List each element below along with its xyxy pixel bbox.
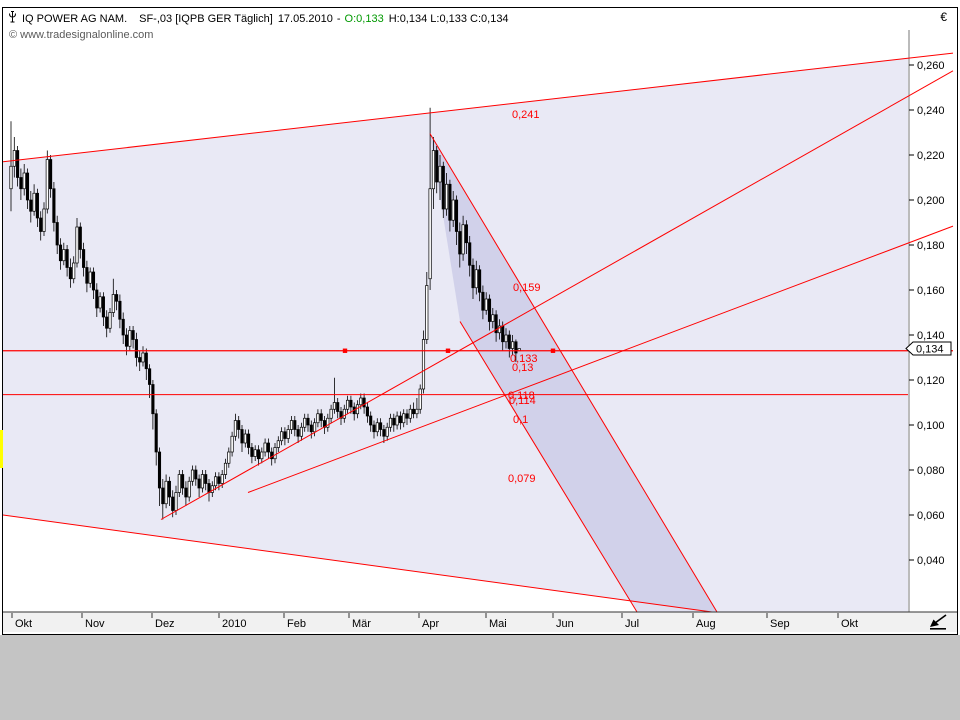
y-tick-label: 0,220 xyxy=(917,150,945,162)
left-edge-highlight xyxy=(0,430,3,468)
candles-layer xyxy=(9,107,521,520)
y-tick-label: 0,140 xyxy=(917,330,945,342)
price-marker: 0,134 xyxy=(905,341,952,356)
watermark: © www.tradesignalonline.com xyxy=(9,29,154,41)
x-tick-label: Okt xyxy=(841,618,858,630)
x-tick-label: Mai xyxy=(489,618,507,630)
wedge-lower[interactable] xyxy=(3,514,713,613)
broadening-wedge[interactable] xyxy=(3,57,908,612)
x-tick-label: Mär xyxy=(352,618,371,630)
x-tick-label: Apr xyxy=(422,618,439,630)
y-tick-label: 0,160 xyxy=(917,285,945,297)
y-axis: 0,260 0,240 0,220 0,200 0,180 0,160 0,140 0,120… xyxy=(908,30,945,612)
price-annotation: 0,118 xyxy=(508,390,535,402)
price-annotation: 0,159 xyxy=(513,282,541,294)
x-tick-label: Nov xyxy=(85,618,105,630)
price-annotation: 0,1 xyxy=(513,414,528,426)
down-channel-upper[interactable] xyxy=(429,133,718,613)
price-annotation: 0,114 xyxy=(509,395,536,407)
y-tick-label: 0,120 xyxy=(917,375,945,387)
wedge-upper[interactable] xyxy=(3,52,954,163)
chart-canvas[interactable]: 0,2600,2400,2200,2000,1800,1600,1400,120… xyxy=(3,30,957,632)
chart-titlebar: IQ POWER AG NAM. SF-,03 [IQPB GER Täglich… xyxy=(7,10,509,28)
y-tick-label: 0,100 xyxy=(917,420,945,432)
y-tick-label: 0,080 xyxy=(917,465,945,477)
x-axis: Okt Nov Dez 2010 Feb Mär Apr Mai Jun Jul Aug Sep Okt xyxy=(3,611,957,632)
separator: - xyxy=(336,13,341,25)
y-tick-label: 0,040 xyxy=(917,555,945,567)
x-tick-label: Jul xyxy=(625,618,639,630)
y-tick-label: 0,180 xyxy=(917,240,945,252)
price-annotation: 0,079 xyxy=(508,473,536,485)
line-drag-handle[interactable] xyxy=(342,348,348,353)
x-tick-label: Feb xyxy=(287,618,306,630)
price-annotation: 0,241 xyxy=(512,109,540,121)
x-tick-label: Aug xyxy=(696,618,716,630)
y-tick-label: 0,060 xyxy=(917,510,945,522)
series-info: SF-,03 [IQPB GER Täglich] xyxy=(139,13,273,25)
line-drag-handle[interactable] xyxy=(445,348,451,353)
x-tick-label: Sep xyxy=(770,618,790,630)
currency-symbol: € xyxy=(940,10,947,24)
price-annotation: 0,13 xyxy=(512,362,533,374)
desktop-background xyxy=(0,635,960,720)
down-channel-lower[interactable] xyxy=(459,321,638,613)
rising-support-steep[interactable] xyxy=(160,70,954,520)
instrument-name: IQ POWER AG NAM. xyxy=(22,13,128,25)
trendlines[interactable] xyxy=(3,52,954,613)
open-quote: O:0,133 xyxy=(344,13,384,25)
y-tick-label: 0,240 xyxy=(917,105,945,117)
price-marker-label: 0,134 xyxy=(916,344,944,356)
x-tick-label: Okt xyxy=(15,618,32,630)
rising-support-shallow[interactable] xyxy=(247,225,954,493)
y-tick-label: 0,200 xyxy=(917,195,945,207)
y-tick-label: 0,260 xyxy=(917,60,945,72)
price-annotation: 0,133 xyxy=(510,353,538,365)
horizontal-lines[interactable] xyxy=(3,348,953,396)
chart-window: IQ POWER AG NAM. SF-,03 [IQPB GER Täglich… xyxy=(2,7,958,635)
scroll-to-latest-icon[interactable] xyxy=(926,612,952,632)
hlc-quote: H:0,134 L:0,133 C:0,134 xyxy=(388,13,509,25)
instrument-pin-icon xyxy=(7,10,18,27)
quote-date: 17.05.2010 xyxy=(277,13,333,25)
line-drag-handle[interactable] xyxy=(550,348,556,353)
x-tick-label: Jun xyxy=(556,618,574,630)
x-tick-label: Dez xyxy=(155,618,175,630)
x-tick-label: 2010 xyxy=(222,618,246,630)
